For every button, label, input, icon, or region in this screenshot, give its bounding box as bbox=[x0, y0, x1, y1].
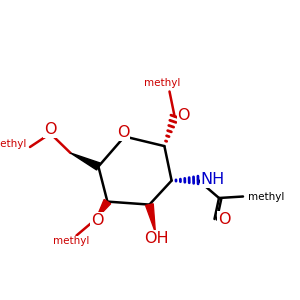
Text: O: O bbox=[178, 108, 190, 123]
Text: O: O bbox=[218, 212, 231, 226]
Text: methyl: methyl bbox=[248, 191, 285, 202]
Text: methyl: methyl bbox=[144, 78, 180, 88]
Polygon shape bbox=[70, 153, 100, 170]
Text: methyl: methyl bbox=[53, 236, 89, 247]
Text: NH: NH bbox=[200, 172, 225, 188]
Polygon shape bbox=[96, 200, 111, 219]
Text: O: O bbox=[44, 122, 57, 137]
Polygon shape bbox=[146, 204, 155, 232]
Text: methyl: methyl bbox=[0, 139, 26, 149]
Text: O: O bbox=[91, 213, 104, 228]
Text: O: O bbox=[117, 125, 129, 140]
Text: OH: OH bbox=[145, 231, 169, 246]
